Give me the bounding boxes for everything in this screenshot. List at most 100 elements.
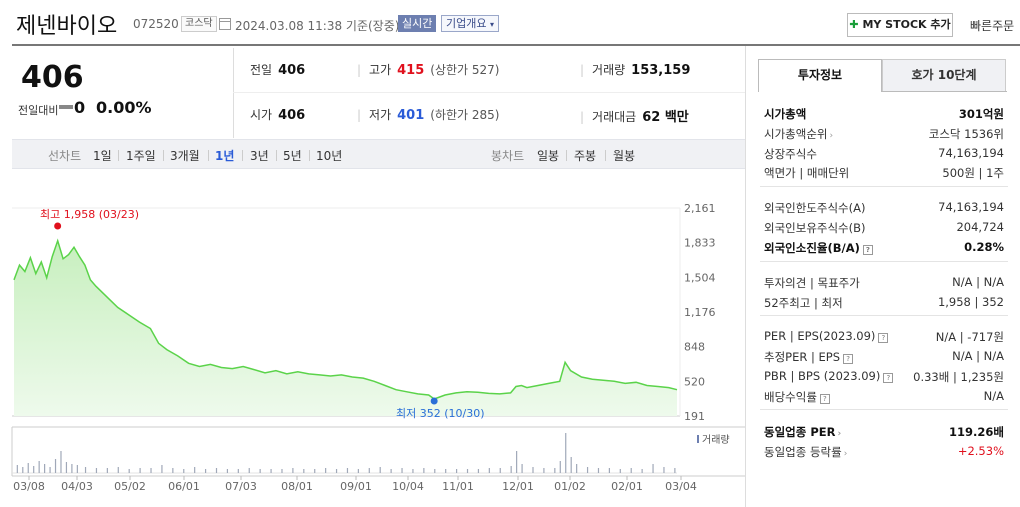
volume-bar [128,469,130,473]
info-label: 시가총액 [764,107,807,121]
trade-value: | 거래대금 62 백만 [580,110,689,125]
info-label: 동일업종 등락률 › [764,445,848,459]
volume-bar [630,468,632,473]
info-row: PBR | BPS (2023.09)? 0.33배 | 1,235원 [764,369,1004,387]
x-tick-label: 06/01 [168,480,200,493]
volume-bar [172,468,174,473]
info-row: 동일업종 등락률 › +2.53% [764,444,1004,462]
info-row: 외국인소진율(B/A)? 0.28% [764,240,1004,258]
info-row: 상장주식수 74,163,194 [764,146,1004,164]
market-badge: 코스닥 [181,16,217,32]
volume-bar [215,468,218,473]
chevron-right-icon[interactable]: › [829,131,834,141]
volume: | 거래량 153,159 [580,63,691,78]
add-mystock-button[interactable]: ✚ MY STOCK 추가 [847,13,953,37]
volume-bar [516,451,518,473]
help-icon[interactable]: ? [883,373,894,383]
period-1y[interactable]: 1년 [215,149,235,163]
info-row: 추정PER | EPS? N/A | N/A [764,349,1004,367]
panel-divider [745,46,746,507]
volume-bar [38,461,40,473]
high-label: 최고 1,958 (03/23) [40,208,139,221]
volume-bar [510,466,512,473]
period-1d[interactable]: 1일 [93,149,112,163]
period-5y[interactable]: 5년 [283,149,302,163]
volume-bar [597,468,600,473]
info-row: 동일업종 PER › 119.26배 [764,424,1004,442]
info-value: 0.33배 | 1,235원 [913,370,1004,384]
x-tick-label: 05/02 [114,480,146,493]
info-label: 시가총액순위 › [764,127,834,141]
volume-bar [139,468,141,473]
info-label: 52주최고 | 최저 [764,296,843,310]
volume-bar [641,469,643,473]
candle-daily[interactable]: 일봉 [537,149,560,163]
row-divider [760,409,1008,410]
help-icon[interactable]: ? [843,354,854,364]
price-chart[interactable]: 2,161 1,833 1,504 1,176 848 520 191 03/08 04/03… [0,190,745,507]
volume-bar [54,459,57,473]
y-axis-ticks: 2,161 1,833 1,504 1,176 848 520 191 [684,202,716,423]
realtime-badge[interactable]: 실시간 [398,15,437,32]
candle-weekly[interactable]: 주봉 [574,149,597,163]
period-3m[interactable]: 3개월 [170,149,200,163]
volume-bar [499,468,501,473]
quick-order-link[interactable]: 빠른주문 [970,19,1015,33]
info-row: 외국인보유주식수(B) 204,724 [764,220,1004,238]
chevron-down-icon: ▾ [489,20,494,29]
tab-investment-info[interactable]: 투자정보 [758,59,882,92]
chevron-right-icon[interactable]: › [843,449,848,459]
volume-bar [368,468,370,473]
x-tick-label: 01/02 [554,480,586,493]
volume-bar [554,468,556,473]
volume-bar [65,462,68,473]
chevron-right-icon[interactable]: › [837,429,842,439]
volume-bar [325,468,327,473]
volume-bar [161,465,163,473]
info-row: 시가총액순위 › 코스닥 1536위 [764,126,1004,144]
x-tick-label: 11/01 [442,480,474,493]
help-icon[interactable]: ? [878,333,889,343]
x-tick-label: 03/04 [665,480,697,493]
volume-bar [33,466,35,473]
company-overview-button[interactable]: 기업개요 ▾ [441,15,499,32]
volume-bar [270,469,272,473]
no-change-icon [59,105,73,109]
period-1w[interactable]: 1주일 [126,149,156,163]
volume-bar [204,469,207,473]
volume-bar [488,468,490,473]
info-value: 204,724 [956,220,1004,234]
mystock-label: MY STOCK 추가 [862,18,951,31]
quote-row-divider [233,92,745,93]
info-value: 500원 | 1주 [942,166,1004,180]
price-line [13,238,678,400]
period-10y[interactable]: 10년 [316,149,343,163]
low-price: | 저가 401 (하한가 285) [357,108,500,123]
info-label: 투자의견 | 목표주가 [764,276,860,290]
info-label: 동일업종 PER › [764,425,842,439]
x-tick-label: 08/01 [281,480,313,493]
volume-bar [379,467,381,473]
y-tick-label: 1,176 [684,306,716,319]
candle-monthly[interactable]: 월봉 [613,149,636,163]
volume-bar [150,468,152,473]
help-icon[interactable]: ? [819,394,830,404]
low-label: 최저 352 (10/30) [396,407,485,420]
period-3y[interactable]: 3년 [250,149,269,163]
info-value: N/A | N/A [952,349,1004,363]
info-label: 외국인소진율(B/A)? [764,240,873,256]
volume-bar [401,468,403,473]
help-icon[interactable]: ? [862,245,873,255]
tab-orderbook[interactable]: 호가 10단계 [882,59,1006,92]
x-tick-label: 02/01 [611,480,643,493]
timestamp: 2024.03.08 11:38 기준(장중) [235,19,400,33]
volume-bar [466,469,469,473]
volume-bar [434,469,436,473]
volume-bar [303,469,305,473]
info-label: 외국인한도주식수(A) [764,201,866,215]
volume-bar [608,468,610,473]
volume-bar [445,469,447,473]
info-row: 투자의견 | 목표주가 N/A | N/A [764,275,1004,293]
info-row: 시가총액 301억원 [764,106,1004,124]
volume-bar [586,467,589,473]
